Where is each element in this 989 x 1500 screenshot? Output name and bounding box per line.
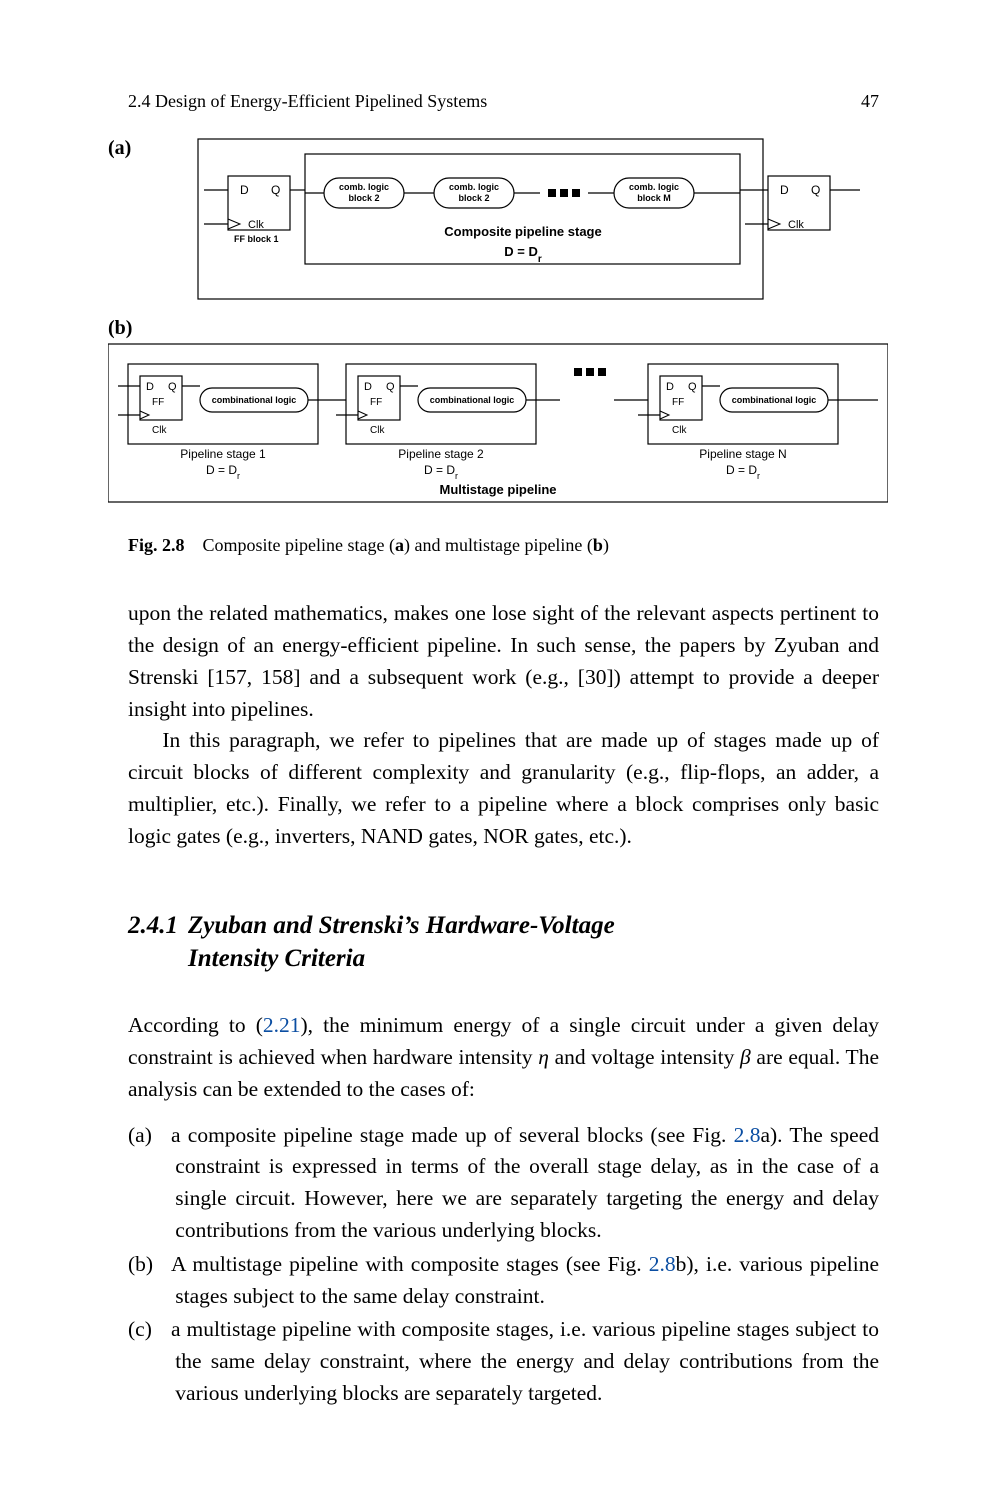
fig-a-label: (a) [108, 137, 131, 159]
pipeline-stage-N: D Q FF Clk combinational logic Pipeline … [638, 364, 878, 481]
comb-block-M: comb. logic block M [614, 178, 694, 208]
svg-text:Clk: Clk [370, 425, 385, 436]
runhead-right: 47 [861, 88, 879, 114]
svg-text:combinational logic: combinational logic [430, 395, 515, 405]
svg-text:D = Dr: D = Dr [424, 463, 458, 481]
figure-2-8: (a) D Q Clk FF block 1 comb. [128, 134, 879, 558]
figure-2-8-a: (a) D Q Clk FF block 1 comb. [108, 134, 868, 304]
running-head: 2.4 Design of Energy-Efficient Pipelined… [128, 88, 879, 114]
svg-text:D: D [780, 183, 789, 197]
case-c: (c)a multistage pipeline with composite … [128, 1314, 879, 1409]
svg-text:FF: FF [152, 397, 164, 408]
svg-text:Pipeline stage 1: Pipeline stage 1 [180, 447, 266, 461]
composite-title-1: Composite pipeline stage [444, 224, 601, 239]
ref-link-fig-2-8b[interactable]: 2.8 [649, 1252, 676, 1276]
fig-b-outer-box [108, 344, 888, 502]
pipeline-stage-1: D Q FF Clk combinational logic Pipeline … [118, 364, 346, 481]
section-title-line1: Zyuban and Strenski’s Hardware-Voltage [188, 912, 615, 939]
figure-caption: Fig. 2.8 Composite pipeline stage (a) an… [128, 532, 879, 558]
fig-b-label: (b) [108, 317, 132, 339]
svg-text:D: D [240, 183, 249, 197]
svg-text:Clk: Clk [672, 425, 687, 436]
svg-text:D: D [666, 381, 674, 393]
svg-text:block 2: block 2 [348, 193, 379, 203]
svg-text:Q: Q [811, 183, 820, 197]
svg-text:comb. logic: comb. logic [629, 182, 679, 192]
comb-block-2: comb. logic block 2 [434, 178, 514, 208]
pipeline-stage-2: D Q FF Clk combinational logic Pipeline … [336, 364, 560, 481]
svg-text:Pipeline stage 2: Pipeline stage 2 [398, 447, 484, 461]
svg-text:comb. logic: comb. logic [449, 182, 499, 192]
svg-text:Q: Q [271, 183, 280, 197]
svg-text:Clk: Clk [152, 425, 167, 436]
case-b: (b)A multistage pipeline with composite … [128, 1249, 879, 1313]
svg-text:D = Dr: D = Dr [206, 463, 240, 481]
svg-text:FF: FF [370, 397, 382, 408]
fig-a-outer-box [198, 139, 763, 299]
svg-text:D: D [364, 381, 372, 393]
ref-link-2-21[interactable]: 2.21 [263, 1013, 301, 1037]
svg-text:D: D [146, 381, 154, 393]
runhead-left: 2.4 Design of Energy-Efficient Pipelined… [128, 88, 487, 114]
svg-text:combinational logic: combinational logic [212, 395, 297, 405]
ellipsis-icon [548, 189, 580, 197]
multistage-title: Multistage pipeline [439, 482, 556, 497]
svg-text:combinational logic: combinational logic [732, 395, 817, 405]
svg-text:D = Dr: D = Dr [726, 463, 760, 481]
section-title-line2: Intensity Criteria [188, 945, 365, 972]
svg-text:Clk: Clk [248, 219, 264, 231]
section-heading: 2.4.1 Zyuban and Strenski’s Hardware-Volt… [128, 909, 879, 977]
svg-text:block 2: block 2 [458, 193, 489, 203]
ff-block-right: D Q Clk [768, 176, 830, 231]
svg-text:block M: block M [637, 193, 671, 203]
svg-text:Q: Q [168, 381, 177, 393]
section-number: 2.4.1 [128, 912, 178, 939]
svg-text:FF: FF [672, 397, 684, 408]
figure-2-8-b: (b) D Q FF Clk combinational logic Pipel… [108, 314, 888, 514]
body-text: upon the related mathematics, makes one … [128, 598, 879, 853]
page: 2.4 Design of Energy-Efficient Pipelined… [0, 0, 989, 1500]
comb-block-1: comb. logic block 2 [324, 178, 404, 208]
section-body: According to (2.21), the minimum energy … [128, 1010, 879, 1105]
figure-label: Fig. 2.8 [128, 535, 185, 555]
paragraph-3: According to (2.21), the minimum energy … [128, 1010, 879, 1105]
ff-block-1: D Q Clk FF block 1 [228, 176, 290, 244]
svg-text:comb. logic: comb. logic [339, 182, 389, 192]
ellipsis-icon [574, 368, 606, 376]
cases-list: (a)a composite pipeline stage made up of… [128, 1120, 879, 1410]
svg-text:Q: Q [688, 381, 697, 393]
svg-text:FF block 1: FF block 1 [234, 234, 279, 244]
svg-text:Q: Q [386, 381, 395, 393]
paragraph-1: upon the related mathematics, makes one … [128, 598, 879, 725]
paragraph-2: In this paragraph, we refer to pipelines… [128, 725, 879, 852]
case-a: (a)a composite pipeline stage made up of… [128, 1120, 879, 1247]
composite-title-2: D = Dr [504, 244, 542, 265]
svg-text:Pipeline stage N: Pipeline stage N [699, 447, 786, 461]
ref-link-fig-2-8a[interactable]: 2.8 [734, 1123, 761, 1147]
svg-text:Clk: Clk [788, 219, 804, 231]
